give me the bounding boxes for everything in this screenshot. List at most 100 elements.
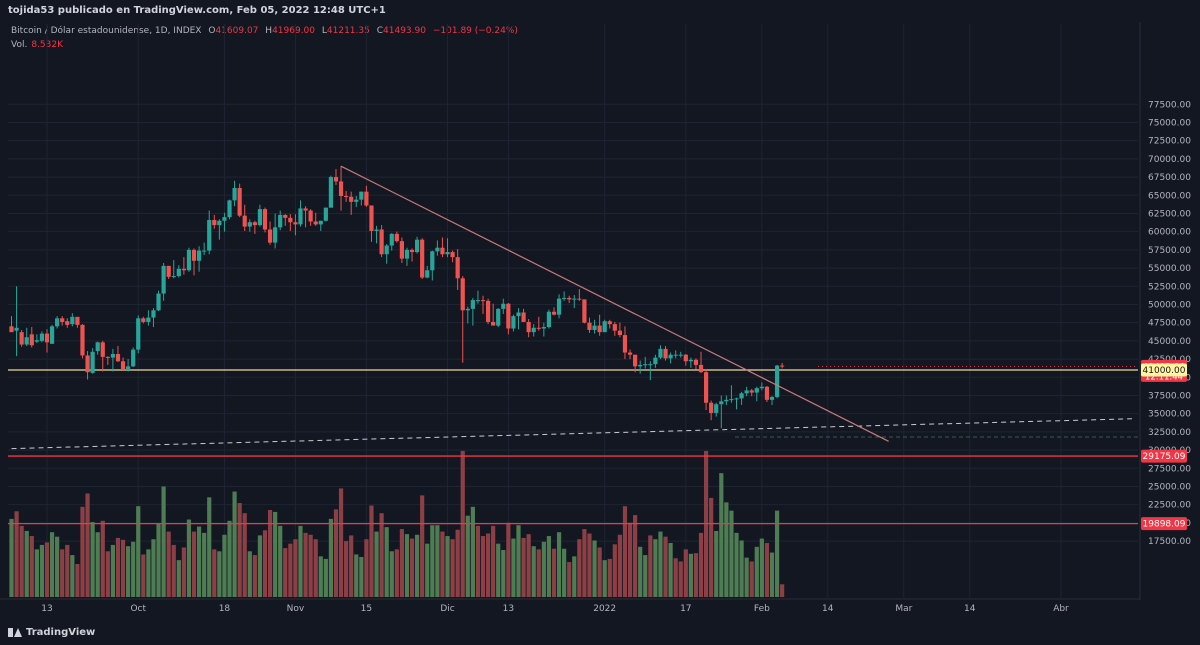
volume-bar [465,515,470,597]
candle-body [328,177,334,208]
volume-bar [531,546,536,597]
volume-bar [480,536,486,597]
volume-bar [298,525,303,597]
volume-bar [470,506,475,597]
volume-bar [754,546,759,597]
volume-bar [404,534,410,597]
candle-body [278,214,283,228]
volume-bar [724,502,729,597]
y-tick-label: 45000.00 [1148,337,1191,347]
volume-bar [349,535,354,597]
candle-body [9,326,14,333]
volume-bar [769,552,775,597]
grid-lines [8,24,1138,598]
y-tick-label: 50000.00 [1148,300,1191,310]
candle-body [536,327,541,329]
y-tick-label: 75000.00 [1148,118,1191,128]
volume-bar [14,511,19,597]
x-tick-label: 17 [680,604,691,614]
volume-bar [749,561,754,597]
candle-body [546,311,552,328]
y-tick-label: 65000.00 [1148,191,1191,201]
close-label: C [376,26,384,36]
candle-body [480,300,486,302]
volume-bar [364,539,369,597]
volume-bar [475,525,481,597]
volume-bar [303,532,308,597]
volume-bar [100,520,105,597]
candle-body [176,268,181,277]
candle-body [354,199,359,202]
volume-bar [80,506,85,597]
volume-bar [409,538,415,597]
volume-bar [34,549,39,597]
candle-body [338,181,344,197]
volume-bar [744,557,749,597]
volume-bar [323,558,328,597]
candle-body [384,245,389,255]
candle-body [399,241,404,259]
candle-body [308,210,313,222]
volume-bar [602,560,607,597]
candle-body [698,364,704,373]
candle-body [344,196,349,198]
volume-bar [703,450,709,597]
candle-body [207,220,212,251]
candle-body [435,247,440,252]
volume-bar [181,547,186,597]
candle-body [100,342,105,357]
candle-body [470,300,475,309]
candle-body [506,303,511,329]
candle-body [764,386,770,400]
volume-bar [648,535,653,597]
volume-bar [24,530,29,597]
volume-bar [653,539,658,597]
volume-bar [389,551,394,597]
y-tick-label: 37500.00 [1148,391,1191,401]
candle-body [678,354,683,356]
candle-body [729,399,734,401]
volume-bar [105,551,110,597]
candle-body [90,351,95,373]
y-tick-label: 35000.00 [1148,410,1191,420]
volume-bar [668,543,673,597]
volume-bar [698,532,704,597]
volume-bar [186,519,192,597]
volume-bar [526,534,531,597]
volume-bar [171,544,176,597]
candle-body [693,359,699,365]
volume-bar [328,518,334,597]
candle-body [719,401,724,405]
volume-bar [582,529,587,597]
volume-bar [283,548,288,597]
volume-bar [719,473,724,597]
volume-bar [212,549,217,597]
candle-body [526,321,531,333]
candle-body [430,251,435,271]
candle-body [303,208,308,211]
candle-body [567,297,572,300]
volume-bar [425,543,430,597]
candle-body [323,207,328,221]
tradingview-logo[interactable]: TradingView [8,627,95,638]
volume-bar [759,538,764,597]
volume-bar [202,532,207,597]
x-tick-label: 13 [503,604,514,614]
volume-bar [491,525,496,597]
volume-bar [460,450,465,597]
candle-body [65,321,70,325]
symbol-title[interactable]: Bitcoin / Dólar estadounidense, 1D, INDE… [11,26,202,36]
candle-body [196,250,202,261]
candle-body [267,229,273,243]
candle-body [455,257,460,279]
currency-badge[interactable]: USD [1157,24,1181,39]
candle-body [166,265,171,277]
volume-bar [536,549,541,597]
candle-body [749,390,754,393]
candle-body [186,249,192,271]
candle-body [643,364,648,366]
candle-body [181,268,186,271]
countdown-label: 12:11:44 [1145,372,1183,382]
volume-bar [9,518,14,597]
